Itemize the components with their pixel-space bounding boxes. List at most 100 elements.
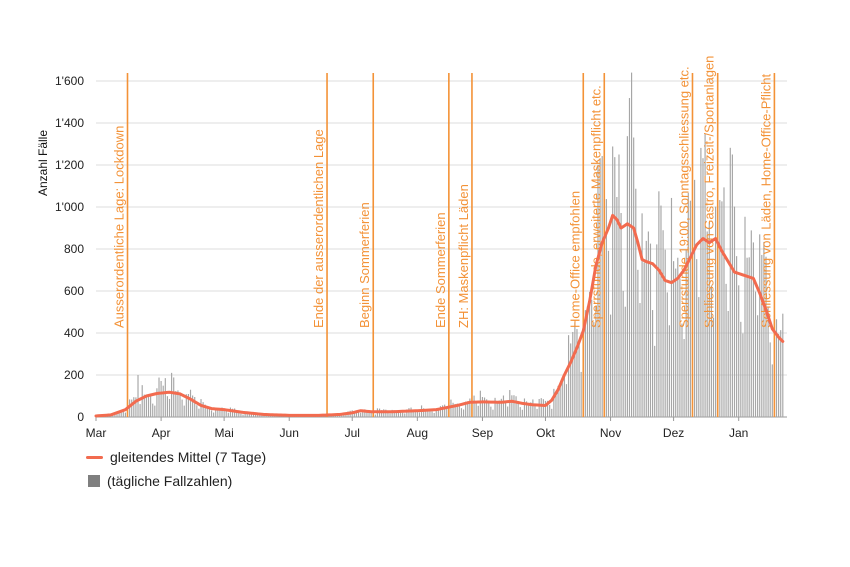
- event-label: ZH: Maskenpflicht Läden: [456, 184, 471, 328]
- daily-case-bar: [366, 411, 368, 417]
- daily-case-bar: [244, 411, 246, 417]
- daily-case-bar: [231, 408, 234, 417]
- daily-case-bar: [633, 137, 635, 417]
- daily-case-bar: [458, 403, 460, 417]
- daily-case-bar: [370, 411, 372, 417]
- daily-case-bar: [767, 306, 769, 417]
- daily-case-bar: [647, 231, 649, 417]
- event-label: Sperrstunde, erweiterte Maskenpflicht et…: [588, 85, 603, 328]
- daily-case-bar: [704, 133, 706, 417]
- daily-case-bar: [345, 414, 347, 417]
- daily-case-bar: [173, 377, 175, 417]
- daily-case-bar: [381, 410, 383, 417]
- daily-case-bar: [601, 156, 603, 418]
- daily-case-bar: [404, 413, 406, 417]
- daily-case-bar: [418, 412, 421, 417]
- daily-case-bar: [540, 398, 542, 417]
- daily-case-bar: [744, 216, 746, 417]
- daily-case-bar: [698, 297, 700, 417]
- daily-case-bar: [433, 412, 435, 417]
- daily-case-bar: [467, 401, 469, 417]
- daily-case-bar: [150, 395, 152, 417]
- daily-case-bar: [607, 250, 610, 417]
- daily-case-bar: [746, 257, 748, 417]
- daily-case-bar: [759, 234, 761, 417]
- daily-case-bar: [120, 411, 122, 417]
- daily-case-bar: [414, 409, 416, 417]
- daily-case-bar: [546, 400, 549, 417]
- daily-case-bar: [771, 364, 773, 417]
- daily-case-bar: [580, 371, 582, 417]
- daily-case-bar: [206, 406, 208, 417]
- daily-case-bar: [229, 407, 231, 417]
- daily-case-bar: [782, 313, 784, 417]
- daily-case-bar: [656, 244, 658, 417]
- daily-case-bar: [362, 410, 364, 417]
- daily-case-bar: [210, 410, 213, 417]
- daily-case-bar: [504, 402, 507, 417]
- daily-case-bar: [532, 399, 534, 417]
- daily-case-bar: [240, 413, 242, 417]
- daily-case-bar: [658, 191, 660, 417]
- daily-case-bar: [242, 414, 244, 417]
- daily-case-bar: [477, 405, 479, 417]
- daily-case-bar: [271, 415, 274, 417]
- daily-case-bar: [561, 382, 563, 417]
- daily-case-bar: [536, 408, 538, 417]
- daily-case-bar: [192, 395, 194, 417]
- daily-case-bar: [198, 408, 200, 417]
- daily-case-bar: [725, 283, 727, 417]
- daily-case-bar: [742, 333, 744, 417]
- daily-case-bar: [637, 269, 639, 417]
- daily-case-bar: [498, 400, 500, 417]
- daily-case-bar: [425, 409, 427, 417]
- daily-case-bar: [513, 395, 515, 417]
- daily-case-bar: [185, 394, 187, 417]
- legend-label-moving-average: gleitendes Mittel (7 Tage): [110, 449, 267, 465]
- daily-case-bar: [452, 402, 454, 417]
- daily-case-bar: [490, 406, 492, 417]
- daily-case-bar: [129, 399, 131, 417]
- daily-case-bar: [673, 261, 675, 417]
- x-tick-label: Mar: [86, 426, 107, 440]
- x-tick-label: Apr: [152, 426, 171, 440]
- daily-case-bar: [374, 414, 376, 417]
- daily-case-bar: [194, 397, 196, 417]
- daily-case-bar: [731, 154, 733, 417]
- daily-case-bar: [135, 397, 137, 417]
- daily-case-bar: [133, 397, 135, 417]
- daily-case-bar: [147, 395, 150, 417]
- x-tick-label: Jul: [345, 426, 360, 440]
- daily-case-bar: [551, 408, 553, 417]
- daily-case-bar: [778, 333, 780, 417]
- x-tick-label: Dez: [663, 426, 684, 440]
- daily-case-bar: [679, 278, 681, 417]
- daily-case-bar: [124, 412, 126, 417]
- daily-case-bar: [204, 404, 206, 417]
- x-tick-label: Nov: [600, 426, 621, 440]
- daily-case-bar: [437, 408, 439, 417]
- daily-case-bar: [236, 411, 238, 417]
- daily-case-bar: [649, 243, 652, 417]
- x-axis: Mar Apr Mai Jun Jul Aug Sep Okt Nov Dez Jan: [86, 417, 748, 440]
- daily-case-bar: [387, 412, 389, 417]
- daily-case-bar: [160, 381, 162, 417]
- daily-case-bar: [164, 378, 166, 417]
- daily-case-bar: [622, 290, 624, 417]
- daily-case-bar: [763, 241, 765, 417]
- x-tick-label: Jan: [729, 426, 748, 440]
- daily-case-bar: [481, 397, 484, 417]
- y-tick-label: 600: [64, 284, 84, 298]
- daily-case-bar: [626, 136, 628, 417]
- daily-case-bar: [353, 411, 355, 417]
- daily-case-bar: [534, 406, 536, 417]
- daily-case-bar: [769, 342, 771, 417]
- daily-case-bar: [757, 315, 759, 417]
- daily-case-bar: [462, 409, 465, 417]
- x-tick-label: Aug: [407, 426, 428, 440]
- daily-case-bar: [179, 393, 181, 417]
- daily-case-bar: [572, 331, 574, 417]
- daily-case-bar: [496, 401, 498, 417]
- daily-case-bar: [591, 299, 593, 417]
- daily-case-bar: [578, 343, 580, 417]
